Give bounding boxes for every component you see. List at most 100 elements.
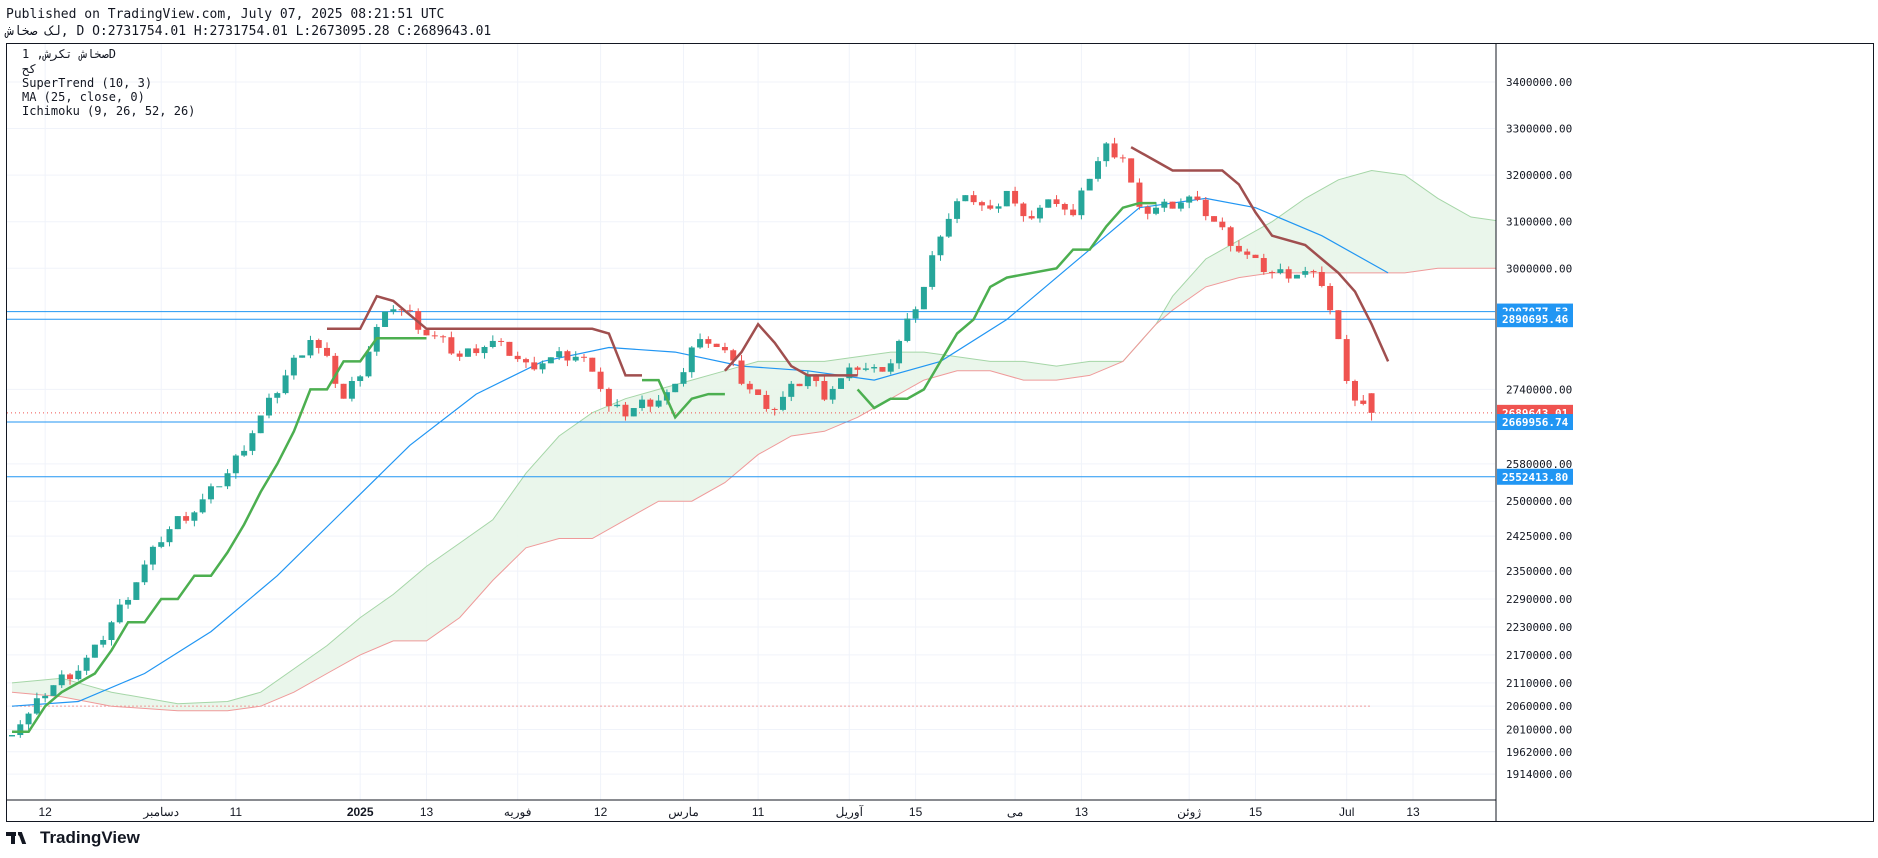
supertrend-up-line bbox=[856, 201, 1156, 410]
candle bbox=[42, 695, 49, 699]
candle bbox=[423, 329, 430, 336]
candle bbox=[1028, 216, 1035, 219]
legend-symbol: صخاش تکرش, 1D bbox=[22, 47, 116, 61]
symbol-ohlc-line: لک صخاش, D O:2731754.01 H:2731754.01 L:2… bbox=[6, 24, 492, 39]
candle bbox=[887, 363, 894, 372]
candle bbox=[738, 360, 745, 384]
candle bbox=[207, 486, 214, 500]
candle bbox=[1128, 158, 1135, 183]
candle bbox=[1177, 202, 1184, 209]
candle bbox=[498, 340, 505, 342]
tradingview-logo-icon bbox=[6, 830, 34, 846]
candle bbox=[1003, 190, 1010, 207]
candle bbox=[904, 318, 911, 341]
candle bbox=[448, 337, 455, 354]
candle bbox=[1219, 221, 1226, 228]
chart-frame[interactable]: 3400000.00 3300000.00 3200000.00 3100000.00… bbox=[6, 43, 1874, 822]
candle bbox=[1302, 271, 1309, 275]
candle bbox=[174, 516, 181, 530]
candle bbox=[75, 670, 82, 680]
candle bbox=[1293, 274, 1300, 279]
candle bbox=[100, 640, 107, 645]
candle bbox=[929, 255, 936, 287]
candle bbox=[713, 343, 720, 348]
candle bbox=[937, 236, 944, 256]
candle bbox=[1252, 254, 1259, 259]
y-tick-label: 3400000.00 bbox=[1506, 76, 1572, 89]
candle bbox=[290, 357, 297, 376]
x-tick-label: 13 bbox=[420, 805, 434, 819]
candle bbox=[547, 357, 554, 364]
x-tick-label: فوریه bbox=[504, 805, 532, 819]
x-tick-label: 15 bbox=[1249, 805, 1263, 819]
candle bbox=[1045, 199, 1052, 208]
candle bbox=[581, 356, 588, 358]
ichimoku-span-b bbox=[11, 267, 1538, 712]
candle bbox=[1327, 285, 1334, 311]
candle bbox=[945, 218, 952, 237]
candle bbox=[382, 311, 389, 327]
candle bbox=[697, 339, 704, 348]
candle bbox=[1202, 199, 1209, 217]
y-tick-label: 3100000.00 bbox=[1506, 216, 1572, 229]
candle bbox=[622, 404, 629, 417]
candle bbox=[199, 499, 206, 513]
candle bbox=[506, 341, 513, 356]
legend-supertrend[interactable]: SuperTrend (10, 3) bbox=[22, 76, 153, 90]
candle bbox=[17, 724, 24, 736]
y-tick-label: 1962000.00 bbox=[1506, 746, 1572, 759]
candle bbox=[265, 397, 272, 416]
candle bbox=[1169, 201, 1176, 209]
candle bbox=[730, 350, 737, 361]
candle bbox=[282, 375, 289, 394]
candle bbox=[854, 367, 861, 370]
candle bbox=[191, 512, 198, 521]
candle bbox=[978, 202, 985, 206]
x-tick-label: می bbox=[1007, 805, 1023, 819]
candle bbox=[556, 351, 563, 358]
price-tag-label: 2890695.46 bbox=[1502, 313, 1569, 326]
candle bbox=[149, 546, 156, 565]
price-chart[interactable]: 3400000.00 3300000.00 3200000.00 3100000.00… bbox=[7, 44, 1873, 821]
published-line: Published on TradingView.com, July 07, 2… bbox=[6, 7, 445, 22]
candle bbox=[871, 367, 878, 369]
supertrend-up-line bbox=[642, 378, 725, 420]
candle bbox=[1227, 227, 1234, 246]
candle bbox=[1335, 310, 1342, 340]
candle bbox=[67, 674, 74, 680]
candle bbox=[133, 582, 140, 600]
legend-ma[interactable]: MA (25, close, 0) bbox=[22, 90, 145, 104]
candle bbox=[639, 399, 646, 409]
price-tag bbox=[1497, 414, 1573, 431]
candle bbox=[232, 455, 239, 474]
candle bbox=[896, 340, 903, 364]
candle bbox=[995, 206, 1002, 209]
x-tick-label: 12 bbox=[38, 805, 52, 819]
supertrend-down-line bbox=[327, 294, 642, 377]
x-tick-label: مارس bbox=[668, 805, 699, 819]
candle bbox=[406, 310, 413, 312]
price-tag bbox=[1497, 468, 1573, 485]
candle bbox=[514, 355, 521, 360]
y-tick-label: 2290000.00 bbox=[1506, 593, 1572, 606]
candle bbox=[315, 340, 322, 348]
candle bbox=[821, 381, 828, 400]
candle bbox=[166, 529, 173, 543]
x-tick-label: 13 bbox=[1075, 805, 1089, 819]
candle bbox=[647, 399, 654, 407]
candle bbox=[705, 339, 712, 344]
y-tick-label: 2580000.00 bbox=[1506, 458, 1572, 471]
candle bbox=[1144, 206, 1151, 214]
candle bbox=[1103, 143, 1110, 162]
y-tick-label: 2170000.00 bbox=[1506, 649, 1572, 662]
candle bbox=[464, 348, 471, 357]
candle bbox=[50, 685, 57, 696]
tradingview-logo-text: TradingView bbox=[40, 828, 140, 847]
legend-ichimoku[interactable]: Ichimoku (9, 26, 52, 26) bbox=[22, 104, 196, 118]
candle bbox=[1153, 207, 1160, 214]
candle bbox=[564, 351, 571, 361]
candle bbox=[605, 388, 612, 407]
ichimoku-span-a bbox=[11, 169, 1538, 705]
candle bbox=[838, 378, 844, 389]
candle bbox=[324, 347, 331, 356]
